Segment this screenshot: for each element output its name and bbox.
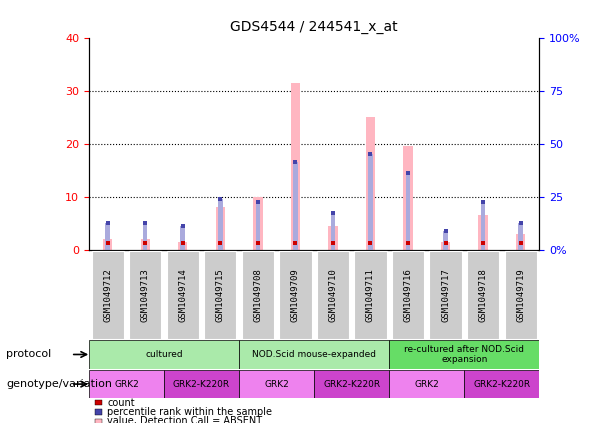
Text: value, Detection Call = ABSENT: value, Detection Call = ABSENT bbox=[107, 416, 262, 423]
Bar bbox=[366, 118, 375, 250]
Bar bbox=[216, 207, 225, 250]
Bar bbox=[467, 251, 499, 339]
Bar bbox=[239, 340, 389, 369]
Text: GSM1049717: GSM1049717 bbox=[441, 268, 450, 322]
Bar bbox=[103, 239, 112, 250]
Bar bbox=[504, 251, 537, 339]
Text: re-cultured after NOD.Scid
expansion: re-cultured after NOD.Scid expansion bbox=[405, 345, 524, 364]
Bar bbox=[91, 251, 124, 339]
Text: GRK2: GRK2 bbox=[414, 379, 439, 389]
Text: GRK2-K220R: GRK2-K220R bbox=[173, 379, 230, 389]
Bar bbox=[328, 226, 338, 250]
Bar bbox=[143, 223, 148, 250]
Bar bbox=[481, 202, 485, 250]
Bar bbox=[253, 197, 262, 250]
Bar bbox=[291, 83, 300, 250]
Text: cultured: cultured bbox=[145, 350, 183, 359]
Bar bbox=[239, 370, 314, 398]
Bar bbox=[392, 251, 424, 339]
Bar bbox=[368, 154, 373, 250]
Text: GSM1049712: GSM1049712 bbox=[103, 268, 112, 322]
Bar bbox=[140, 239, 150, 250]
Text: GSM1049713: GSM1049713 bbox=[141, 268, 150, 322]
Bar bbox=[389, 340, 539, 369]
Bar bbox=[478, 215, 488, 250]
Bar bbox=[516, 234, 525, 250]
Text: protocol: protocol bbox=[6, 349, 51, 360]
Text: GSM1049714: GSM1049714 bbox=[178, 268, 187, 322]
Bar bbox=[519, 223, 523, 250]
Bar bbox=[330, 213, 335, 250]
Bar bbox=[89, 340, 239, 369]
Bar bbox=[354, 251, 387, 339]
Bar bbox=[218, 199, 223, 250]
Bar bbox=[256, 202, 260, 250]
Bar bbox=[178, 242, 188, 250]
Text: GSM1049708: GSM1049708 bbox=[253, 268, 262, 322]
Text: GSM1049709: GSM1049709 bbox=[291, 268, 300, 322]
Bar bbox=[317, 251, 349, 339]
Text: GRK2-K220R: GRK2-K220R bbox=[323, 379, 380, 389]
Bar bbox=[293, 162, 298, 250]
Bar bbox=[443, 231, 448, 250]
Text: GSM1049716: GSM1049716 bbox=[403, 268, 413, 322]
Text: genotype/variation: genotype/variation bbox=[6, 379, 112, 389]
Bar bbox=[180, 226, 185, 250]
Text: GRK2-K220R: GRK2-K220R bbox=[473, 379, 530, 389]
Bar bbox=[430, 251, 462, 339]
Bar bbox=[89, 370, 164, 398]
Text: GRK2: GRK2 bbox=[264, 379, 289, 389]
Bar bbox=[164, 370, 239, 398]
Text: GSM1049711: GSM1049711 bbox=[366, 268, 375, 322]
Bar bbox=[280, 251, 311, 339]
Bar bbox=[314, 370, 389, 398]
Bar bbox=[167, 251, 199, 339]
Bar bbox=[242, 251, 274, 339]
Text: GRK2: GRK2 bbox=[114, 379, 139, 389]
Text: percentile rank within the sample: percentile rank within the sample bbox=[107, 407, 272, 417]
Bar bbox=[441, 242, 451, 250]
Bar bbox=[389, 370, 465, 398]
Text: GSM1049715: GSM1049715 bbox=[216, 268, 225, 322]
Bar bbox=[403, 146, 413, 250]
Text: GSM1049718: GSM1049718 bbox=[479, 268, 487, 322]
Bar bbox=[105, 223, 110, 250]
Text: GSM1049710: GSM1049710 bbox=[329, 268, 337, 322]
Bar bbox=[204, 251, 237, 339]
Text: count: count bbox=[107, 398, 135, 408]
Text: NOD.Scid mouse-expanded: NOD.Scid mouse-expanded bbox=[252, 350, 376, 359]
Bar bbox=[465, 370, 539, 398]
Bar bbox=[406, 173, 410, 250]
Title: GDS4544 / 244541_x_at: GDS4544 / 244541_x_at bbox=[230, 20, 398, 34]
Text: GSM1049719: GSM1049719 bbox=[516, 268, 525, 322]
Bar bbox=[129, 251, 161, 339]
